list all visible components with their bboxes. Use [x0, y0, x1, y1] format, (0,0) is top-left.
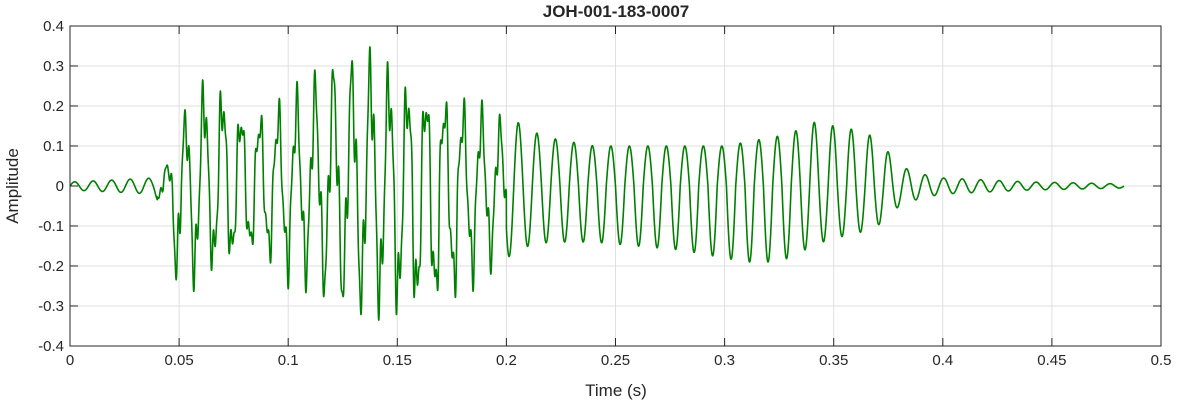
signal-layer [69, 46, 1125, 321]
y-tick-label: 0.3 [43, 58, 64, 75]
x-tick-label: 0.45 [1037, 352, 1066, 369]
y-tick-label: -0.3 [38, 298, 64, 315]
x-tick-label: 0.1 [278, 352, 299, 369]
y-tick-label: 0.1 [43, 138, 64, 155]
chart-title: JOH-001-183-0007 [543, 2, 689, 21]
x-axis-ticks: 0 0.05 0.1 0.15 0.2 0.25 0.3 0.35 0.4 0.45 0.5 [66, 26, 1172, 369]
y-axis-label: Amplitude [3, 148, 22, 224]
x-axis-label: Time (s) [585, 381, 647, 400]
x-tick-label: 0.25 [601, 352, 630, 369]
x-tick-label: 0.15 [383, 352, 412, 369]
x-tick-label: 0.4 [932, 352, 953, 369]
y-axis-ticks: -0.4 -0.3 -0.2 -0.1 0 0.1 0.2 0.3 0.4 [38, 18, 1161, 355]
y-tick-label: -0.2 [38, 258, 64, 275]
y-tick-label: 0.4 [43, 18, 64, 35]
y-tick-label: 0 [56, 178, 64, 195]
x-tick-label: 0 [66, 352, 74, 369]
x-tick-label: 0.05 [164, 352, 193, 369]
waveform-line [69, 46, 1125, 321]
y-tick-label: 0.2 [43, 98, 64, 115]
y-tick-label: -0.4 [38, 338, 64, 355]
x-tick-label: 0.2 [496, 352, 517, 369]
x-tick-label: 0.3 [714, 352, 735, 369]
x-tick-label: 0.35 [819, 352, 848, 369]
plot-area: 0 0.05 0.1 0.15 0.2 0.25 0.3 0.35 0.4 0.45 0.5 -0.… [38, 18, 1171, 369]
y-tick-label: -0.1 [38, 218, 64, 235]
x-tick-label: 0.5 [1151, 352, 1172, 369]
